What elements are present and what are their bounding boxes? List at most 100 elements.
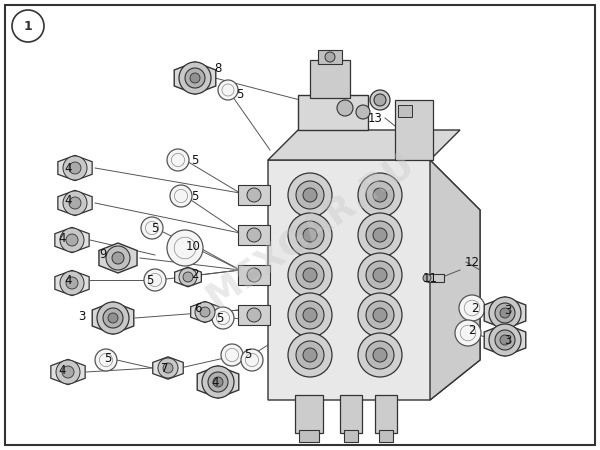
Circle shape — [370, 90, 390, 110]
Circle shape — [288, 173, 332, 217]
Text: 6: 6 — [194, 302, 202, 315]
Circle shape — [296, 301, 324, 329]
Circle shape — [423, 274, 431, 282]
Text: 10: 10 — [185, 240, 200, 253]
Circle shape — [218, 80, 238, 100]
Circle shape — [112, 252, 124, 264]
Text: 5: 5 — [236, 89, 244, 102]
Circle shape — [500, 308, 510, 318]
Text: 4: 4 — [64, 194, 72, 207]
Text: 5: 5 — [191, 153, 199, 166]
Circle shape — [195, 302, 215, 322]
Text: 4: 4 — [211, 375, 219, 388]
Polygon shape — [430, 160, 480, 400]
Bar — [238, 265, 270, 285]
Bar — [398, 105, 412, 117]
Circle shape — [183, 272, 193, 282]
Bar — [318, 50, 342, 64]
Circle shape — [247, 188, 261, 202]
Polygon shape — [58, 155, 92, 180]
Circle shape — [296, 341, 324, 369]
Circle shape — [296, 181, 324, 209]
Bar — [344, 430, 358, 442]
Circle shape — [296, 221, 324, 249]
Text: 1: 1 — [23, 19, 32, 32]
Circle shape — [66, 277, 78, 289]
Circle shape — [358, 253, 402, 297]
Text: 12: 12 — [464, 256, 479, 269]
Text: 5: 5 — [146, 274, 154, 287]
Bar — [375, 395, 397, 433]
Circle shape — [241, 349, 263, 371]
Polygon shape — [197, 366, 239, 398]
Circle shape — [66, 234, 78, 246]
Circle shape — [69, 162, 81, 174]
Polygon shape — [175, 267, 202, 287]
Bar — [340, 395, 362, 433]
Text: MEXGAR.RU: MEXGAR.RU — [200, 146, 421, 315]
Circle shape — [179, 62, 211, 94]
Circle shape — [337, 100, 353, 116]
Polygon shape — [174, 62, 216, 94]
Circle shape — [325, 52, 335, 62]
Bar — [395, 100, 433, 160]
Bar — [238, 225, 270, 245]
Circle shape — [226, 348, 239, 362]
Circle shape — [303, 268, 317, 282]
Circle shape — [303, 348, 317, 362]
Polygon shape — [153, 357, 183, 379]
Text: 3: 3 — [505, 303, 512, 316]
Circle shape — [303, 188, 317, 202]
Circle shape — [373, 268, 387, 282]
Circle shape — [288, 293, 332, 337]
Circle shape — [500, 335, 510, 345]
Text: 11: 11 — [422, 271, 437, 284]
Polygon shape — [51, 360, 85, 385]
Bar — [310, 60, 350, 98]
Circle shape — [190, 73, 200, 83]
Circle shape — [247, 268, 261, 282]
Text: 3: 3 — [505, 333, 512, 346]
Bar — [299, 430, 319, 442]
Circle shape — [172, 153, 185, 166]
Text: 7: 7 — [161, 361, 169, 374]
Circle shape — [179, 268, 197, 286]
Circle shape — [56, 360, 80, 384]
Circle shape — [303, 228, 317, 242]
Circle shape — [366, 261, 394, 289]
Circle shape — [358, 213, 402, 257]
Circle shape — [106, 246, 130, 270]
Text: 13: 13 — [368, 112, 382, 125]
Bar — [379, 430, 393, 442]
Text: 2: 2 — [471, 302, 479, 315]
Circle shape — [366, 301, 394, 329]
Circle shape — [222, 84, 234, 96]
Circle shape — [69, 197, 81, 209]
Circle shape — [208, 372, 228, 392]
Circle shape — [373, 188, 387, 202]
Bar — [238, 185, 270, 205]
Circle shape — [464, 300, 480, 316]
Circle shape — [148, 274, 161, 287]
Circle shape — [495, 303, 515, 323]
Circle shape — [141, 217, 163, 239]
Circle shape — [175, 189, 188, 202]
Polygon shape — [484, 324, 526, 356]
Circle shape — [247, 228, 261, 242]
Circle shape — [245, 353, 259, 367]
Polygon shape — [268, 130, 460, 160]
Text: 5: 5 — [217, 311, 224, 324]
Circle shape — [373, 308, 387, 322]
Polygon shape — [484, 297, 526, 329]
Text: 5: 5 — [244, 348, 251, 361]
Circle shape — [460, 325, 476, 341]
Text: 5: 5 — [191, 189, 199, 202]
Circle shape — [60, 228, 84, 252]
Circle shape — [167, 149, 189, 171]
Circle shape — [374, 94, 386, 106]
Text: 9: 9 — [99, 248, 107, 261]
Circle shape — [213, 377, 223, 387]
Circle shape — [373, 228, 387, 242]
Circle shape — [12, 10, 44, 42]
Circle shape — [108, 313, 118, 323]
